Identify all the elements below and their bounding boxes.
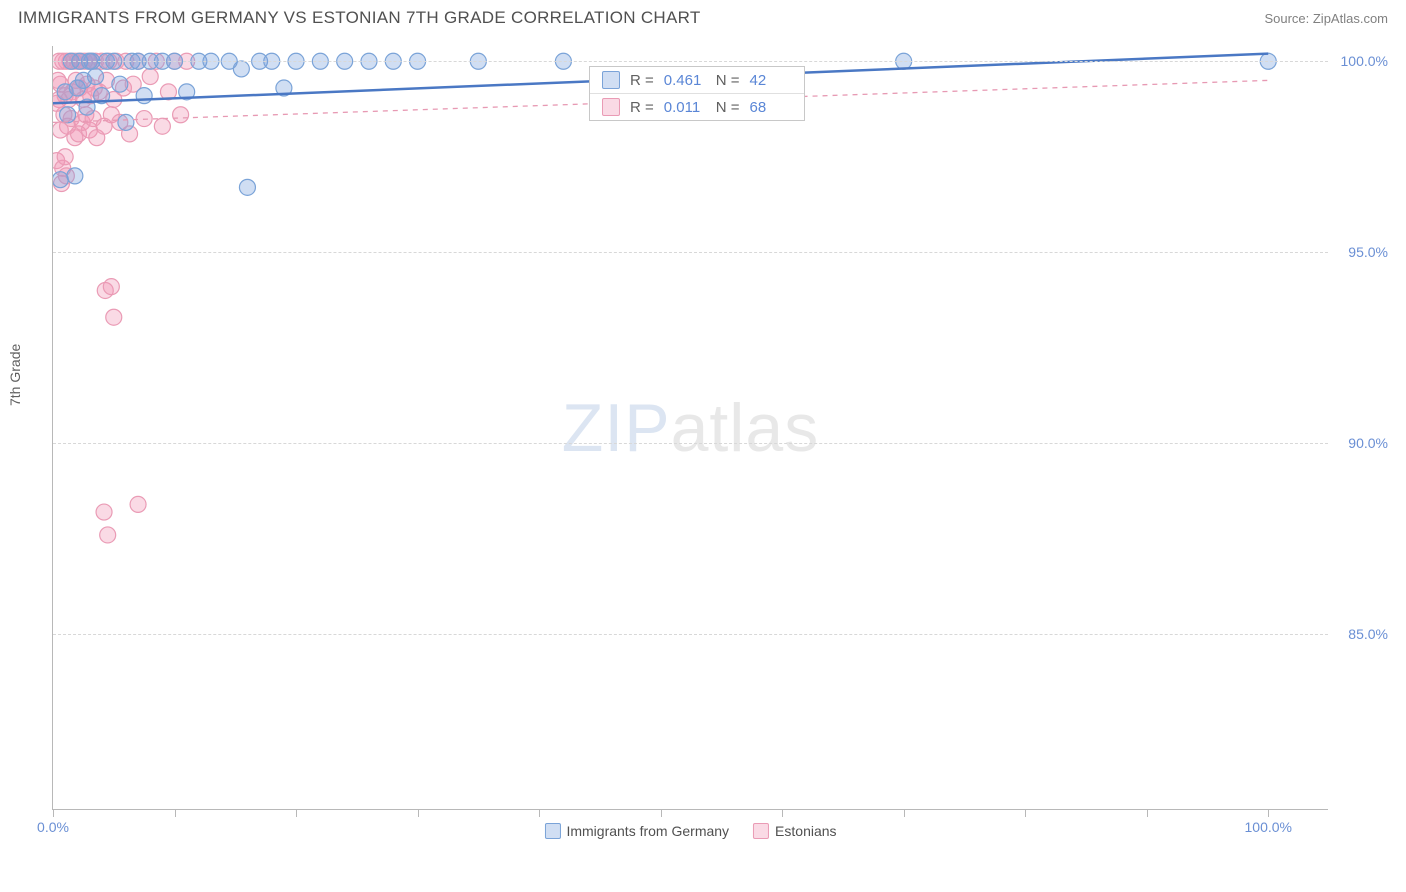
x-tick (1025, 809, 1026, 817)
scatter-point (53, 172, 68, 188)
stats-n-value: 68 (750, 99, 792, 116)
y-tick-label: 85.0% (1348, 626, 1388, 642)
scatter-point (239, 179, 255, 195)
chart-source: Source: ZipAtlas.com (1264, 11, 1388, 26)
legend-label: Immigrants from Germany (566, 823, 729, 839)
scatter-point (88, 69, 104, 85)
gridline (53, 252, 1328, 253)
x-tick (782, 809, 783, 817)
scatter-point (100, 527, 116, 543)
legend-swatch-icon (753, 823, 769, 839)
scatter-point (118, 114, 134, 130)
stats-n-label: N = (716, 99, 740, 116)
stats-row: R = 0.461 N = 42 (590, 67, 804, 93)
scatter-point (233, 61, 249, 77)
legend-item-germany: Immigrants from Germany (544, 823, 729, 839)
chart-title: IMMIGRANTS FROM GERMANY VS ESTONIAN 7TH … (18, 8, 701, 28)
x-tick (661, 809, 662, 817)
scatter-point (112, 76, 128, 92)
y-tick-label: 95.0% (1348, 244, 1388, 260)
gridline (53, 443, 1328, 444)
scatter-point (136, 88, 152, 104)
stats-n-value: 42 (750, 72, 792, 89)
chart-container: 7th Grade ZIPatlas R =0.461N =42R =0.011… (52, 46, 1328, 840)
stats-swatch-icon (602, 71, 620, 89)
plot-area: 7th Grade ZIPatlas R =0.461N =42R =0.011… (52, 46, 1328, 810)
scatter-point (154, 118, 170, 134)
scatter-point (57, 149, 73, 165)
legend: Immigrants from Germany Estonians (544, 823, 836, 839)
scatter-point (173, 107, 189, 123)
legend-label: Estonians (775, 823, 836, 839)
x-tick (175, 809, 176, 817)
scatter-point (130, 496, 146, 512)
stats-row: R = 0.011 N = 68 (590, 93, 804, 120)
stats-r-label: R = (630, 99, 654, 116)
scatter-point (96, 504, 112, 520)
x-tick (539, 809, 540, 817)
y-tick-label: 90.0% (1348, 435, 1388, 451)
chart-header: IMMIGRANTS FROM GERMANY VS ESTONIAN 7TH … (0, 0, 1406, 32)
stats-r-value: 0.011 (664, 99, 706, 116)
stats-swatch-icon (602, 98, 620, 116)
legend-swatch-icon (544, 823, 560, 839)
stats-r-value: 0.461 (664, 72, 706, 89)
x-tick (1147, 809, 1148, 817)
x-tick-label: 100.0% (1244, 819, 1291, 835)
stats-r-label: R = (630, 72, 654, 89)
scatter-point (106, 309, 122, 325)
x-tick (53, 809, 54, 817)
x-tick (296, 809, 297, 817)
scatter-point (53, 122, 68, 138)
x-tick (418, 809, 419, 817)
scatter-point (136, 111, 152, 127)
gridline (53, 61, 1328, 62)
y-tick-label: 100.0% (1341, 53, 1388, 69)
y-axis-title: 7th Grade (7, 343, 23, 405)
legend-item-estonians: Estonians (753, 823, 836, 839)
scatter-point (67, 168, 83, 184)
stats-n-label: N = (716, 72, 740, 89)
gridline (53, 634, 1328, 635)
scatter-point (103, 279, 119, 295)
scatter-point (60, 107, 76, 123)
x-tick (904, 809, 905, 817)
scatter-point (142, 69, 158, 85)
x-tick (1268, 809, 1269, 817)
x-tick-label: 0.0% (37, 819, 69, 835)
scatter-svg (53, 46, 1329, 810)
correlation-stats-box: R = 0.461 N = 42 R = 0.011 N = 68 (589, 66, 805, 121)
